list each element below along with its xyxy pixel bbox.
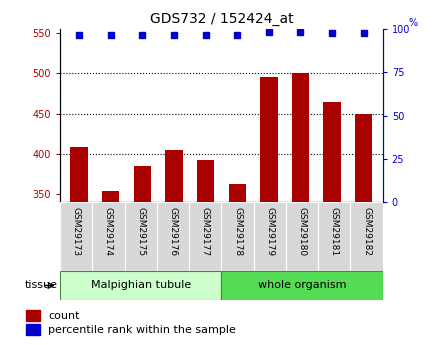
Text: Malpighian tubule: Malpighian tubule bbox=[91, 280, 191, 290]
Bar bbox=[189, 202, 222, 271]
Text: GSM29179: GSM29179 bbox=[265, 207, 274, 256]
Text: percentile rank within the sample: percentile rank within the sample bbox=[49, 325, 236, 335]
Bar bbox=[355, 114, 372, 202]
Bar bbox=[228, 184, 246, 202]
Text: GSM29174: GSM29174 bbox=[104, 207, 113, 256]
Text: count: count bbox=[49, 310, 80, 321]
Bar bbox=[60, 202, 93, 271]
Bar bbox=[351, 202, 383, 271]
Bar bbox=[70, 147, 88, 202]
Bar bbox=[165, 150, 182, 202]
Bar bbox=[254, 202, 286, 271]
Bar bbox=[222, 202, 254, 271]
Text: GSM29176: GSM29176 bbox=[169, 207, 178, 256]
Text: GSM29180: GSM29180 bbox=[298, 207, 307, 256]
Text: GSM29177: GSM29177 bbox=[201, 207, 210, 256]
Text: tissue: tissue bbox=[25, 280, 58, 290]
Text: whole organism: whole organism bbox=[258, 280, 346, 290]
Bar bbox=[134, 166, 151, 202]
Text: GSM29181: GSM29181 bbox=[330, 207, 339, 256]
Bar bbox=[93, 202, 125, 271]
Title: GDS732 / 152424_at: GDS732 / 152424_at bbox=[150, 11, 293, 26]
Text: GSM29178: GSM29178 bbox=[233, 207, 242, 256]
Bar bbox=[125, 202, 157, 271]
Bar bbox=[292, 73, 309, 202]
Text: %: % bbox=[409, 18, 418, 28]
Bar bbox=[102, 190, 119, 202]
Text: GSM29182: GSM29182 bbox=[362, 207, 371, 256]
Bar bbox=[222, 271, 383, 300]
Bar bbox=[260, 78, 278, 202]
Bar bbox=[324, 101, 341, 202]
Bar bbox=[286, 202, 318, 271]
Text: GSM29175: GSM29175 bbox=[136, 207, 145, 256]
Bar bbox=[318, 202, 351, 271]
Bar bbox=[60, 271, 222, 300]
Text: GSM29173: GSM29173 bbox=[72, 207, 81, 256]
Bar bbox=[157, 202, 189, 271]
Bar bbox=[26, 310, 40, 321]
Bar bbox=[26, 324, 40, 335]
Bar bbox=[197, 160, 214, 202]
